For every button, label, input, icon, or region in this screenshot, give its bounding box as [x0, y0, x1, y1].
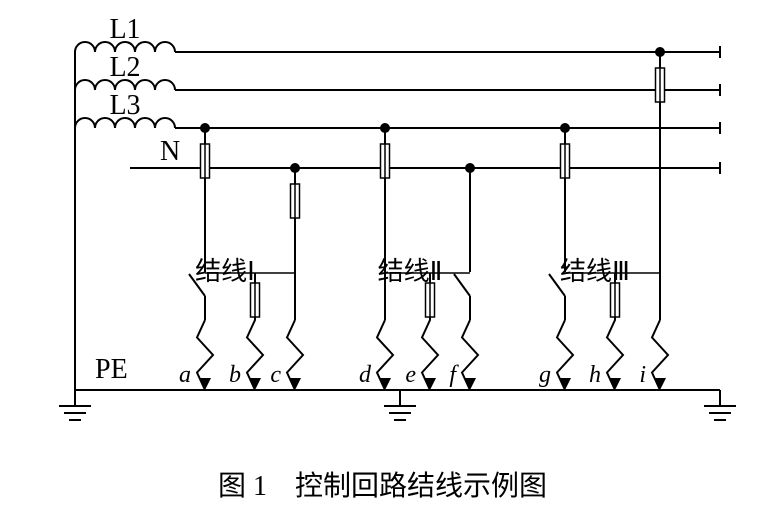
svg-text:e: e — [405, 362, 416, 388]
circuit-diagram: L1L2L3NPE结线Ⅰabc结线Ⅱdef结线Ⅲghi图 1 控制回路结线示例图 — [0, 0, 765, 531]
svg-text:i: i — [639, 362, 646, 388]
svg-text:PE: PE — [95, 354, 128, 385]
svg-text:结线Ⅱ: 结线Ⅱ — [378, 257, 443, 286]
svg-text:g: g — [539, 362, 551, 388]
svg-text:h: h — [589, 362, 601, 388]
svg-text:d: d — [359, 362, 372, 388]
svg-text:L3: L3 — [109, 90, 140, 121]
svg-text:f: f — [449, 362, 459, 388]
svg-text:L1: L1 — [109, 14, 140, 45]
svg-text:L2: L2 — [109, 52, 140, 83]
svg-text:b: b — [229, 362, 241, 388]
svg-text:图 1 控制回路结线示例图: 图 1 控制回路结线示例图 — [218, 470, 547, 502]
svg-text:a: a — [179, 362, 191, 388]
svg-text:N: N — [160, 136, 180, 167]
svg-text:结线Ⅲ: 结线Ⅲ — [560, 257, 630, 286]
svg-text:c: c — [270, 362, 281, 388]
